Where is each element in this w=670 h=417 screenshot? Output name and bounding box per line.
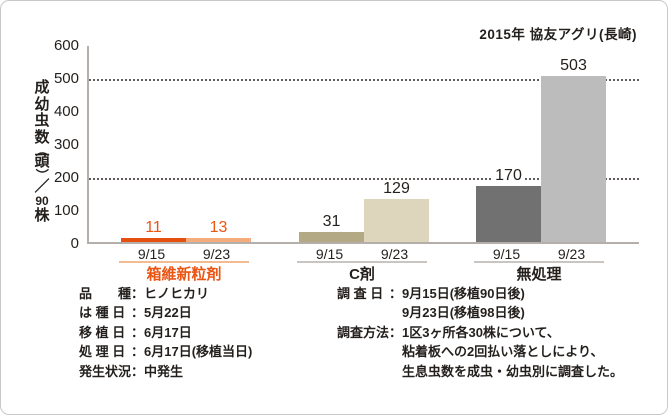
bar-value-text: 129: [380, 180, 413, 198]
y-axis-label-char: 幼: [34, 95, 50, 113]
y-axis-label-char: 数: [34, 128, 50, 146]
group-label-C剤: C剤: [349, 266, 375, 283]
survey-info-row: 生息虫数を成虫・幼虫別に調査した。: [337, 362, 647, 381]
y-tick-label: 200: [53, 169, 79, 186]
cultivation-info-label: 品 種：: [79, 284, 144, 303]
bar-C剤-9/23: [364, 199, 429, 242]
survey-info-label-colon: ：: [388, 286, 402, 301]
survey-info-label: [337, 342, 402, 361]
cultivation-info-label-text: 移 植 日: [79, 324, 126, 340]
bar-value-text: 31: [319, 212, 344, 230]
cultivation-info-row: 処 理 日： 6月17日(移植当日): [79, 342, 331, 361]
bar-value-text: 503: [557, 57, 590, 75]
x-tick-date-label: 9/23: [557, 246, 586, 262]
bar-value-label: 13: [186, 218, 251, 237]
gridline: [89, 79, 639, 81]
survey-info-block: 調 査 日： 9月15日(移植90日後) 9月23日(移植98日後) 調査方法： 1区3…: [337, 284, 647, 381]
cultivation-info-label: 発生状況：: [79, 362, 144, 381]
group-underline: [297, 261, 427, 263]
cultivation-info-label-colon: ：: [131, 286, 145, 301]
bar-value-text: 170: [492, 166, 525, 184]
survey-info-label-colon: ：: [389, 324, 403, 340]
bar-value-text: 11: [142, 219, 165, 237]
bar-value-label: 11: [121, 219, 186, 237]
cultivation-info-row: は 種 日： 5月22日: [79, 303, 331, 322]
cultivation-info-label: 処 理 日：: [79, 342, 144, 361]
y-tick-label: 600: [53, 37, 79, 54]
cultivation-info-label-colon: ：: [130, 324, 144, 340]
cultivation-info-label-text: 発生状況: [79, 363, 132, 379]
group-label-無処理: 無処理: [516, 266, 562, 283]
y-tick-label: 0: [70, 235, 79, 252]
bar-無処理-9/15: [476, 185, 541, 242]
bar-無処理-9/23: [541, 76, 606, 242]
cultivation-info-row: 発生状況：中発生: [79, 362, 331, 381]
cultivation-info-label-text: 品 種: [79, 286, 132, 301]
bar-C剤-9/15: [299, 231, 364, 242]
cultivation-info-label-text: 処 理 日: [79, 344, 126, 360]
survey-info-value: 9月15日(移植90日後): [402, 286, 525, 301]
y-axis-label-char: 株: [34, 207, 50, 224]
survey-info-row: 9月23日(移植98日後): [337, 303, 647, 322]
y-tick-label: 100: [53, 202, 79, 219]
cultivation-info-label-text: は 種 日: [79, 305, 126, 321]
group-underline: [474, 261, 604, 263]
cultivation-info-label: 移 植 日：: [79, 323, 144, 342]
survey-info-label: 調査方法：: [337, 323, 402, 342]
cultivation-info-block: 品 種：ヒノヒカリは 種 日： 5月22日移 植 日： 6月17日処 理 日： 6月1…: [79, 284, 331, 381]
survey-info-label: [337, 303, 402, 322]
cultivation-info-row: 移 植 日： 6月17日: [79, 323, 331, 342]
bar-value-label: 503: [541, 57, 606, 75]
survey-info-row: 調査方法： 1区3ヶ所各30株について、: [337, 323, 647, 342]
x-tick-date-label: 9/15: [137, 246, 166, 262]
survey-info-value: 1区3ヶ所各30株について、: [402, 324, 560, 340]
bar-value-label: 129: [364, 180, 429, 198]
bar-value-label: 31: [299, 212, 364, 231]
chart-source-caption: 2015年 協友アグリ(長崎): [479, 27, 637, 42]
bar-value-label: 170: [476, 166, 541, 185]
survey-info-value: 生息虫数を成虫・幼虫別に調査した。: [402, 363, 624, 379]
survey-info-row: 粘着板への2回払い落としにより、: [337, 342, 647, 361]
bar-箱維新粒剤-9/23: [186, 237, 251, 242]
y-axis-label-char: ／: [34, 177, 50, 195]
survey-info-label: 調 査 日 ：: [337, 284, 402, 303]
survey-info-value: 9月23日(移植98日後): [402, 305, 525, 321]
x-tick-date-label: 9/15: [492, 246, 521, 262]
survey-info-label-text: 調 査 日: [337, 286, 384, 301]
cultivation-info-value: ヒノヒカリ: [144, 286, 210, 301]
plot-area: 11 13 31 129 170 503: [87, 46, 639, 244]
bar-箱維新粒剤-9/15: [121, 238, 186, 242]
y-tick-label: 400: [53, 103, 79, 120]
y-tick-label: 300: [53, 136, 79, 153]
bar-value-text: 13: [206, 218, 231, 236]
cultivation-info-label-colon: ：: [130, 344, 144, 360]
y-axis-label: 成幼虫数（頭）／ 90 株: [31, 79, 53, 225]
gridline: [89, 178, 639, 180]
cultivation-info-label: は 種 日：: [79, 303, 144, 322]
cultivation-info-value: 6月17日: [144, 324, 192, 340]
cultivation-info-row: 品 種：ヒノヒカリ: [79, 284, 331, 303]
y-tick-label: 500: [53, 70, 79, 87]
y-axis-label-char: 成: [34, 79, 50, 96]
survey-info-row: 調 査 日 ： 9月15日(移植90日後): [337, 284, 647, 303]
y-axis-label-char: 虫: [34, 112, 50, 129]
x-tick-date-label: 9/23: [380, 246, 409, 262]
cultivation-info-value: 5月22日: [144, 305, 192, 321]
y-axis-label-char: 頭: [34, 153, 50, 170]
group-label-箱維新粒剤: 箱維新粒剤: [146, 266, 222, 283]
cultivation-info-label-colon: ：: [130, 305, 144, 321]
group-underline: [119, 261, 249, 263]
cultivation-info-value: 中発生: [144, 363, 184, 379]
survey-info-value: 粘着板への2回払い落としにより、: [402, 344, 604, 360]
x-tick-date-label: 9/15: [315, 246, 344, 262]
survey-info-label-text: 調査方法: [337, 324, 390, 340]
x-tick-date-label: 9/23: [202, 246, 231, 262]
y-axis-label-char: 90: [35, 194, 49, 208]
survey-info-label: [337, 362, 402, 381]
cultivation-info-value: 6月17日(移植当日): [144, 344, 253, 360]
cultivation-info-label-colon: ：: [131, 363, 145, 379]
